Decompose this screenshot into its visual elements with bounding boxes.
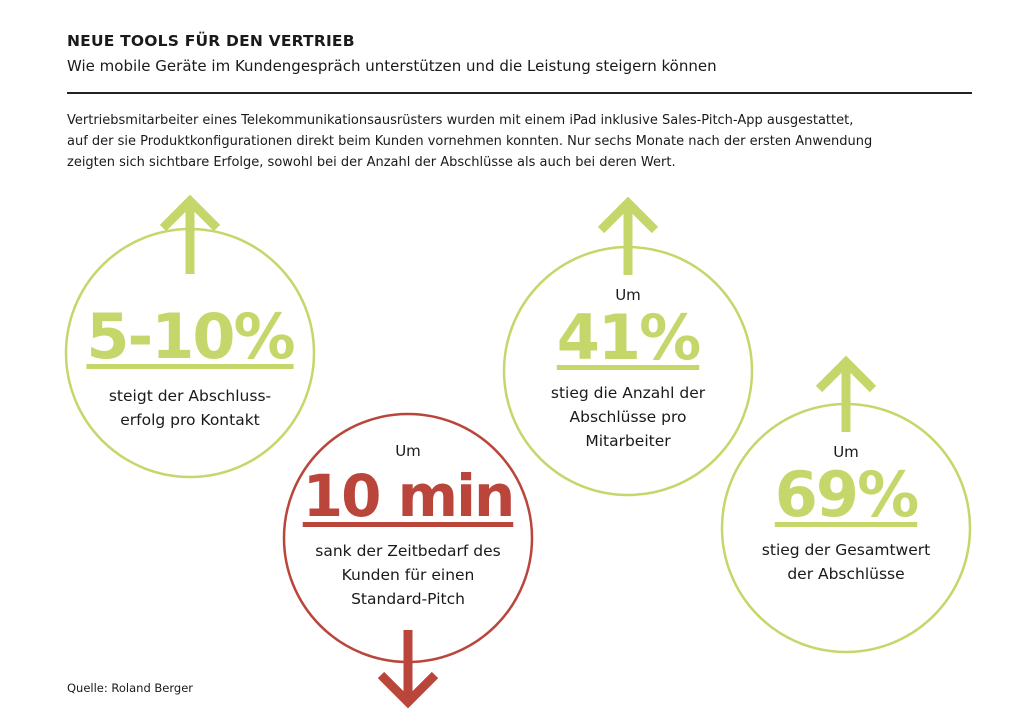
stat-deals-count: Um 41% stieg die Anzahl der Abschlüsse p… (508, 285, 748, 453)
infographic-subtitle: Wie mobile Geräte im Kundengespräch unte… (67, 57, 717, 75)
stat-description-line: erfolg pro Kontakt (120, 411, 260, 429)
stat-description-line: stieg der Gesamtwert (761, 541, 931, 559)
stat-value: 69% (774, 458, 919, 531)
stat-description-line: Abschlüsse pro (569, 408, 687, 426)
source-note: Quelle: Roland Berger (67, 681, 194, 695)
stat-prefix: Um (833, 443, 859, 461)
stat-description-line: sank der Zeitbedarf des (315, 542, 501, 560)
stat-prefix: Um (395, 442, 421, 460)
stat-description-line: Mitarbeiter (585, 432, 671, 450)
intro-line: Vertriebsmitarbeiter eines Telekommunika… (67, 113, 854, 128)
stat-description: stieg der Gesamtwert der Abschlüsse (726, 538, 966, 586)
arrow-up-icon (815, 355, 877, 432)
stat-description-line: der Abschlüsse (787, 565, 905, 583)
arrow-up-icon (597, 196, 659, 275)
stat-description: sank der Zeitbedarf des Kunden für einen… (288, 539, 528, 611)
arrow-down-icon (377, 630, 439, 709)
stat-description: stieg die Anzahl der Abschlüsse pro Mita… (508, 381, 748, 453)
stat-description: steigt der Abschluss- erfolg pro Kontakt (70, 384, 310, 432)
header-divider (67, 92, 972, 94)
intro-line: zeigten sich sichtbare Erfolge, sowohl b… (67, 155, 676, 170)
arrow-up-icon (159, 194, 221, 274)
stat-total-value: Um 69% stieg der Gesamtwert der Abschlüs… (726, 442, 966, 586)
stat-value: 5-10% (86, 300, 295, 373)
stat-description-line: Kunden für einen (341, 566, 475, 584)
stat-description-line: Standard-Pitch (351, 590, 465, 608)
intro-text: Vertriebsmitarbeiter eines Telekommunika… (67, 110, 967, 173)
stat-pitch-time: Um 10 min sank der Zeitbedarf des Kunden… (288, 441, 528, 611)
stat-conversion: 5-10% steigt der Abschluss- erfolg pro K… (70, 306, 310, 432)
intro-line: auf der sie Produktkonfigurationen direk… (67, 134, 873, 149)
infographic-title: NEUE TOOLS FÜR DEN VERTRIEB (67, 32, 355, 50)
stat-description-line: stieg die Anzahl der (550, 384, 706, 402)
stat-value: 41% (556, 301, 701, 374)
stat-description-line: steigt der Abschluss- (108, 387, 272, 405)
stat-value: 10 min (302, 462, 516, 530)
stat-prefix: Um (615, 286, 641, 304)
